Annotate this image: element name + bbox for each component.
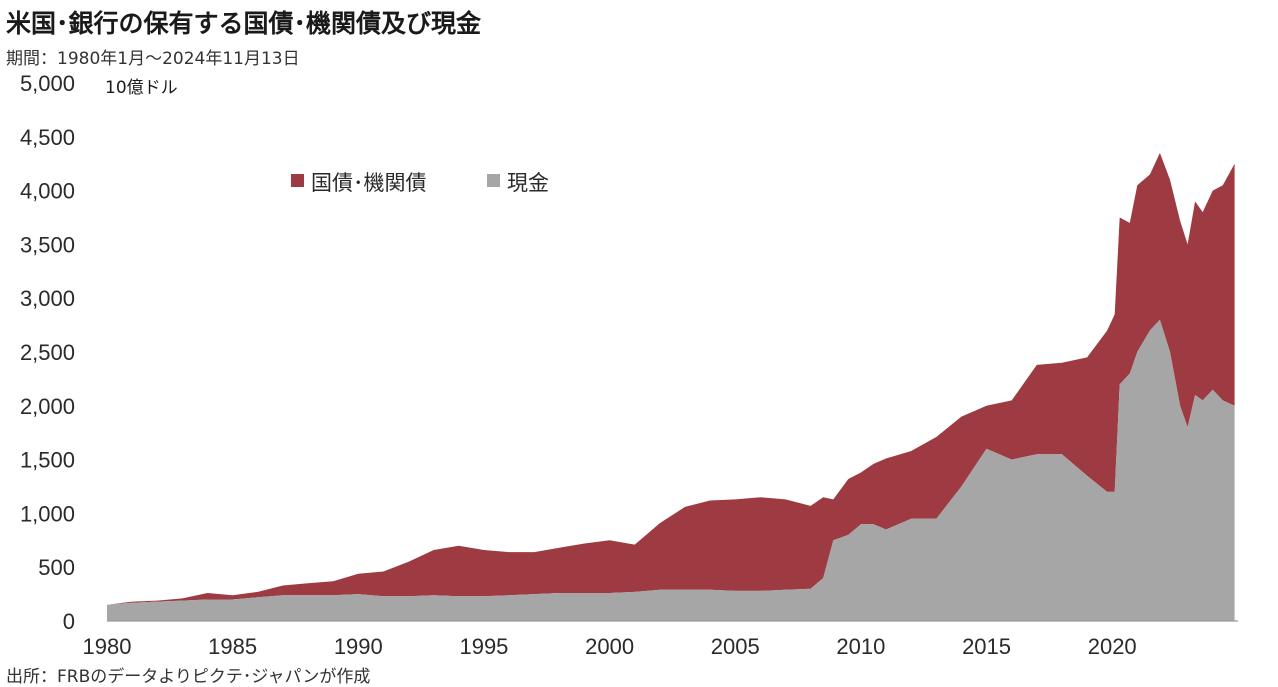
legend-label: 国債･機関債: [311, 171, 427, 195]
x-tick-label: 1980: [83, 634, 132, 659]
chart-source: 出所：FRBのデータよりピクテ･ジャパンが作成: [6, 667, 371, 687]
x-tick-label: 1990: [334, 634, 383, 659]
x-tick-label: 2015: [962, 634, 1011, 659]
y-tick-label: 3,000: [20, 286, 75, 311]
x-tick-label: 1985: [208, 634, 257, 659]
x-tick-label: 2005: [711, 634, 760, 659]
legend-swatch: [487, 174, 500, 187]
x-tick-label: 1995: [459, 634, 508, 659]
y-tick-label: 2,000: [20, 394, 75, 419]
series-area-cash: [107, 319, 1235, 621]
chart-period: 期間：1980年1月～2024年11月13日: [6, 49, 300, 69]
legend-swatch: [291, 174, 304, 187]
x-axis-ticks: 1980 1985 1990 1995 2000 2005 2010 2015 2020: [83, 634, 1137, 659]
y-tick-label: 5,000: [20, 71, 75, 96]
x-tick-label: 2000: [585, 634, 634, 659]
x-tick-label: 2020: [1088, 634, 1137, 659]
series-area-bonds: [107, 152, 1235, 605]
plot-areas: [107, 152, 1235, 621]
x-tick-label: 2010: [836, 634, 885, 659]
y-tick-label: 500: [38, 555, 75, 580]
y-tick-label: 0: [63, 609, 75, 634]
y-unit-label: 10億ドル: [105, 78, 178, 98]
y-axis-ticks: 0 500 1,000 1,500 2,000 2,500 3,000 3,500 4,000 4…: [20, 71, 75, 634]
y-tick-label: 2,500: [20, 340, 75, 365]
legend: 国債･機関債 現金: [291, 171, 549, 195]
y-tick-label: 4,500: [20, 125, 75, 150]
y-tick-label: 1,500: [20, 448, 75, 473]
y-tick-label: 4,000: [20, 179, 75, 204]
y-tick-label: 1,000: [20, 501, 75, 526]
chart-title: 米国･銀行の保有する国債･機関債及び現金: [6, 9, 482, 38]
y-tick-label: 3,500: [20, 232, 75, 257]
legend-label: 現金: [507, 171, 549, 195]
